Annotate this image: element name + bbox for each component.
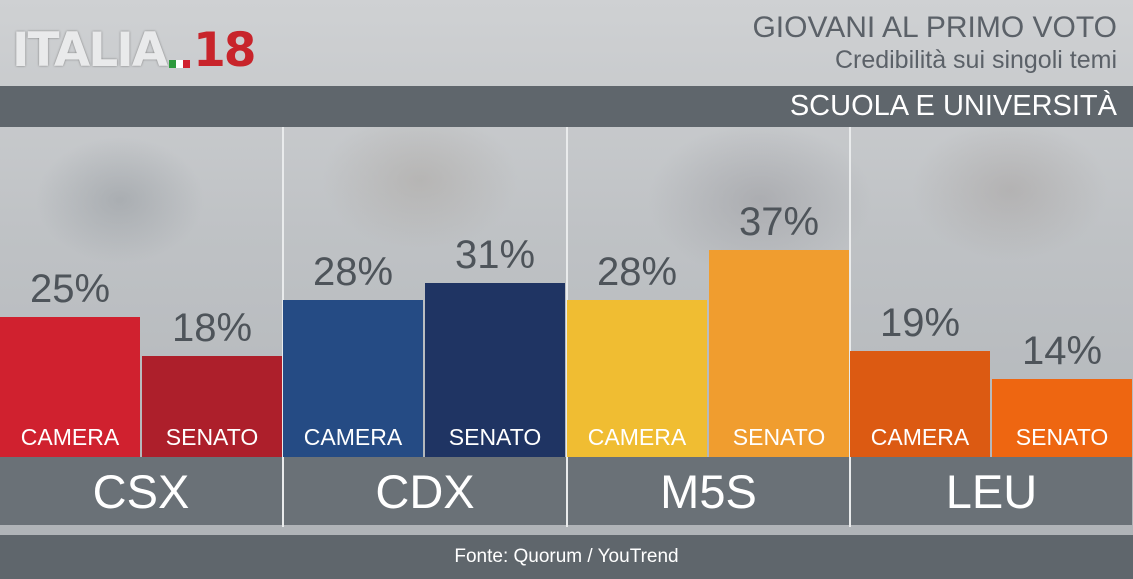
party-label-cdx: CDX <box>284 457 566 525</box>
source-footer: Fonte: Quorum / YouTrend <box>0 535 1133 579</box>
party-label-m5s: M5S <box>568 457 849 525</box>
data-label: 19% <box>879 301 961 345</box>
bar-chart: CAMERA 25% SENATO 18% CAMERA 28% SENATO 31% CAME… <box>0 127 1133 527</box>
bar-label: SENATO <box>732 424 826 450</box>
bar-label: CAMERA <box>303 424 403 450</box>
topic-label: SCUOLA E UNIVERSITÀ <box>789 90 1117 122</box>
bar-label: SENATO <box>1015 424 1109 450</box>
bar-csx-camera: CAMERA <box>0 317 140 457</box>
data-label: 28% <box>596 250 678 294</box>
bar-cdx-senato: SENATO <box>425 283 565 457</box>
bar-leu-senato: SENATO <box>992 379 1132 457</box>
data-label: 14% <box>1021 329 1103 373</box>
data-label: 18% <box>171 306 253 350</box>
party-name: LEU <box>945 464 1038 518</box>
data-label: 28% <box>312 250 394 294</box>
bar-label: SENATO <box>448 424 542 450</box>
bar-csx-senato: SENATO <box>142 356 282 457</box>
bar-label: SENATO <box>165 424 259 450</box>
topic-bar: SCUOLA E UNIVERSITÀ <box>0 86 1133 127</box>
bar-label: CAMERA <box>20 424 120 450</box>
data-label: 31% <box>454 233 536 277</box>
logo-number: 18 <box>193 23 256 78</box>
logo-text: ITALIA <box>12 23 168 78</box>
data-label: 37% <box>738 200 820 244</box>
bar-m5s-senato: SENATO <box>709 250 849 457</box>
party-name: CSX <box>92 464 190 518</box>
bar-m5s-camera: CAMERA <box>567 300 707 457</box>
bar-cdx-camera: CAMERA <box>283 300 423 457</box>
party-label-leu: LEU <box>851 457 1132 525</box>
party-label-csx: CSX <box>0 457 282 525</box>
bar-leu-camera: CAMERA <box>850 351 990 457</box>
party-name: M5S <box>660 464 757 518</box>
bar-label: CAMERA <box>587 424 687 450</box>
data-label: 25% <box>29 267 111 311</box>
italia18-logo: ITALIA 18 <box>12 12 257 78</box>
italian-flag-icon <box>169 60 191 68</box>
chart-title: GIOVANI AL PRIMO VOTO <box>752 11 1117 44</box>
chart-subtitle: Credibilità sui singoli temi <box>834 46 1117 74</box>
bar-label: CAMERA <box>870 424 970 450</box>
title-block: GIOVANI AL PRIMO VOTO Credibilità sui si… <box>752 10 1117 74</box>
group-divider <box>849 127 851 527</box>
party-name: CDX <box>375 464 475 518</box>
